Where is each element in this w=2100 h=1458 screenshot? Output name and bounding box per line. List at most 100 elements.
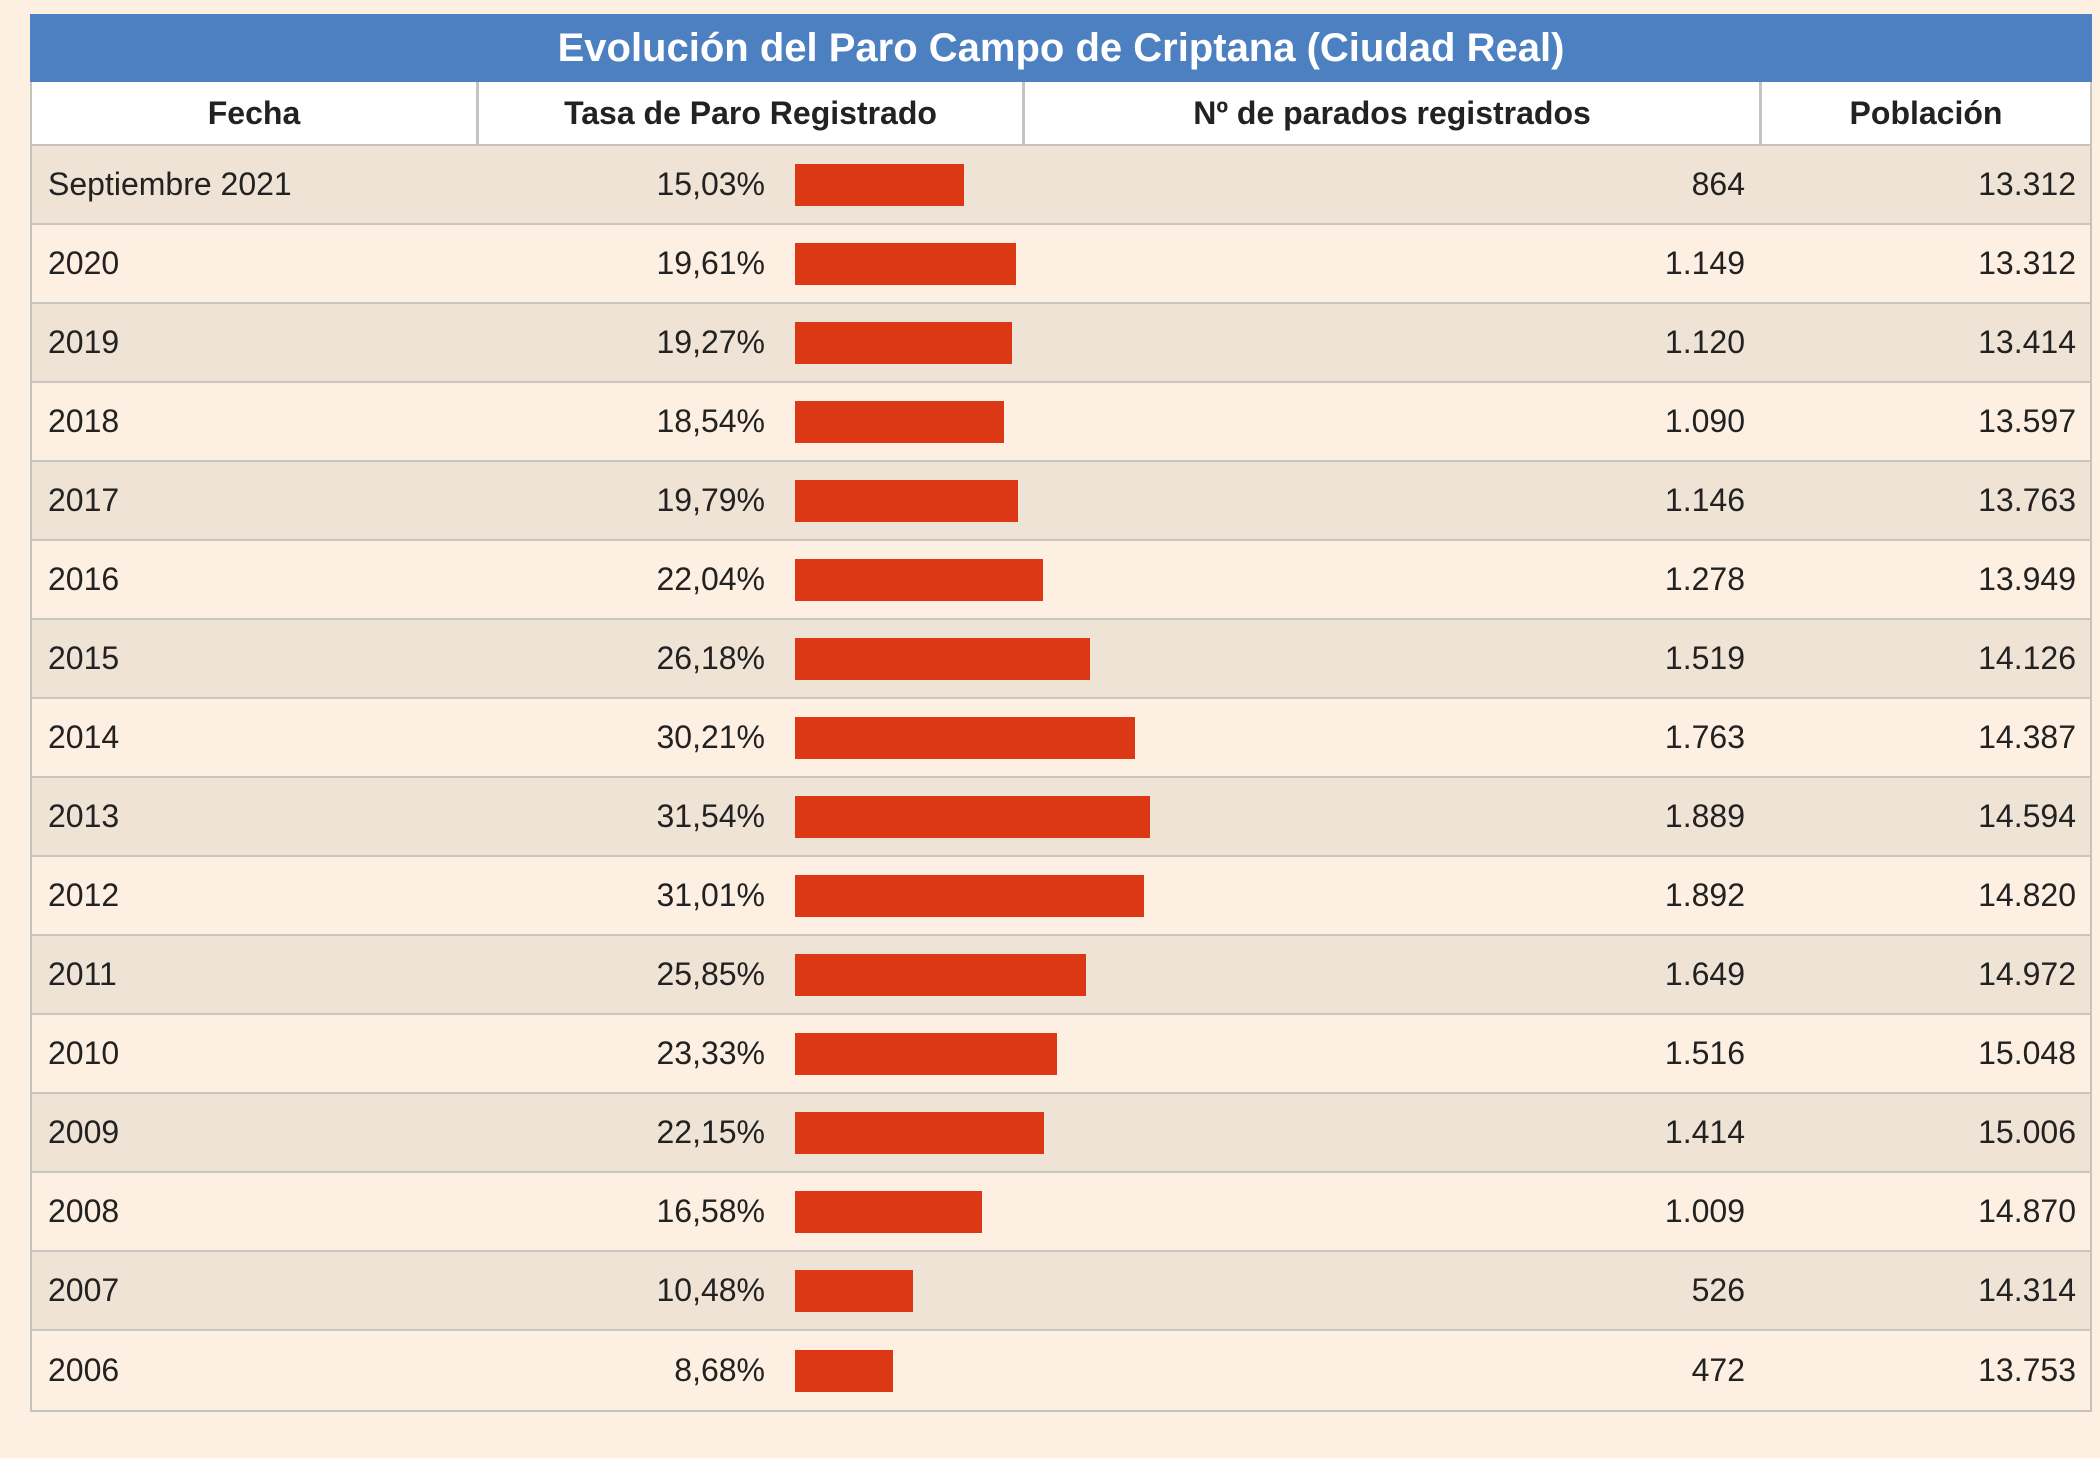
cell-poblacion: 13.312 <box>1978 245 2076 281</box>
cell-bar <box>777 936 1245 1013</box>
cell-tasa: 16,58% <box>656 1193 765 1229</box>
rate-bar <box>795 1269 913 1312</box>
cell-tasa: 19,79% <box>656 482 765 518</box>
cell-parados: 1.649 <box>1664 956 1745 992</box>
cell-tasa: 15,03% <box>656 166 765 202</box>
cell-bar <box>777 1252 1245 1329</box>
header-poblacion[interactable]: Población <box>1759 82 2090 144</box>
rate-bar <box>795 163 964 206</box>
cell-bar <box>777 1331 1245 1410</box>
cell-poblacion: 14.387 <box>1978 719 2076 755</box>
cell-parados: 1.763 <box>1664 719 1745 755</box>
cell-fecha: 2012 <box>48 877 120 913</box>
rate-bar <box>795 953 1086 996</box>
cell-parados: 1.146 <box>1664 482 1745 518</box>
cell-bar <box>777 541 1245 618</box>
rate-bar <box>795 479 1018 522</box>
cell-parados: 1.889 <box>1664 798 1745 834</box>
header-row: Fecha Tasa de Paro Registrado Nº de para… <box>32 82 2090 146</box>
cell-parados: 1.892 <box>1664 877 1745 913</box>
cell-tasa: 19,27% <box>656 324 765 360</box>
table-row: 2007 10,48% 526 14.314 <box>32 1252 2090 1331</box>
rate-bar <box>795 242 1016 285</box>
rate-bar <box>795 400 1004 443</box>
cell-tasa: 31,54% <box>656 798 765 834</box>
table-row: 2009 22,15% 1.414 15.006 <box>32 1094 2090 1173</box>
cell-fecha: 2006 <box>48 1352 120 1388</box>
table-row: Septiembre 2021 15,03% 864 13.312 <box>32 146 2090 225</box>
rate-bar <box>795 1111 1044 1154</box>
cell-parados: 1.149 <box>1664 245 1745 281</box>
cell-parados: 1.009 <box>1664 1193 1745 1229</box>
cell-fecha: 2007 <box>48 1272 120 1308</box>
cell-fecha: 2018 <box>48 403 120 439</box>
cell-poblacion: 14.314 <box>1978 1272 2076 1308</box>
cell-poblacion: 14.972 <box>1978 956 2076 992</box>
cell-tasa: 22,04% <box>656 561 765 597</box>
cell-poblacion: 14.126 <box>1978 640 2076 676</box>
cell-bar <box>777 1173 1245 1250</box>
cell-fecha: 2016 <box>48 561 120 597</box>
cell-bar <box>777 857 1245 934</box>
cell-tasa: 10,48% <box>656 1272 765 1308</box>
cell-poblacion: 13.763 <box>1978 482 2076 518</box>
cell-bar <box>777 778 1245 855</box>
cell-poblacion: 13.597 <box>1978 403 2076 439</box>
cell-bar <box>777 462 1245 539</box>
cell-poblacion: 13.949 <box>1978 561 2076 597</box>
cell-fecha: 2019 <box>48 324 120 360</box>
cell-tasa: 23,33% <box>656 1035 765 1071</box>
table-row: 2008 16,58% 1.009 14.870 <box>32 1173 2090 1252</box>
cell-poblacion: 15.048 <box>1978 1035 2076 1071</box>
cell-tasa: 22,15% <box>656 1114 765 1150</box>
cell-tasa: 26,18% <box>656 640 765 676</box>
cell-fecha: 2008 <box>48 1193 120 1229</box>
rate-bar <box>795 558 1043 601</box>
table-row: 2011 25,85% 1.649 14.972 <box>32 936 2090 1015</box>
header-tasa[interactable]: Tasa de Paro Registrado <box>476 82 1022 144</box>
cell-bar <box>777 383 1245 460</box>
table-row: 2020 19,61% 1.149 13.312 <box>32 225 2090 304</box>
cell-bar <box>777 146 1245 223</box>
cell-bar <box>777 1094 1245 1171</box>
cell-parados: 1.414 <box>1664 1114 1745 1150</box>
cell-poblacion: 14.820 <box>1978 877 2076 913</box>
rate-bar <box>795 1190 982 1233</box>
table-row: 2016 22,04% 1.278 13.949 <box>32 541 2090 620</box>
cell-parados: 526 <box>1691 1272 1745 1308</box>
cell-bar <box>777 1015 1245 1092</box>
rate-bar <box>795 874 1144 917</box>
rate-bar <box>795 716 1135 759</box>
cell-tasa: 8,68% <box>674 1352 765 1388</box>
rate-bar <box>795 1349 893 1392</box>
table-row: 2019 19,27% 1.120 13.414 <box>32 304 2090 383</box>
unemployment-table: Evolución del Paro Campo de Criptana (Ci… <box>30 14 2092 1412</box>
table-row: 2014 30,21% 1.763 14.387 <box>32 699 2090 778</box>
cell-parados: 1.090 <box>1664 403 1745 439</box>
cell-parados: 1.278 <box>1664 561 1745 597</box>
cell-parados: 864 <box>1691 166 1745 202</box>
cell-fecha: 2017 <box>48 482 120 518</box>
cell-parados: 1.120 <box>1664 324 1745 360</box>
cell-fecha: 2020 <box>48 245 120 281</box>
cell-poblacion: 13.414 <box>1978 324 2076 360</box>
cell-fecha: 2009 <box>48 1114 120 1150</box>
rate-bar <box>795 637 1090 680</box>
header-parados[interactable]: Nº de parados registrados <box>1022 82 1759 144</box>
cell-fecha: 2013 <box>48 798 120 834</box>
cell-bar <box>777 620 1245 697</box>
table-row: 2015 26,18% 1.519 14.126 <box>32 620 2090 699</box>
cell-bar <box>777 225 1245 302</box>
table-row: 2013 31,54% 1.889 14.594 <box>32 778 2090 857</box>
table-title: Evolución del Paro Campo de Criptana (Ci… <box>30 14 2092 82</box>
cell-poblacion: 13.312 <box>1978 166 2076 202</box>
table-row: 2017 19,79% 1.146 13.763 <box>32 462 2090 541</box>
rate-bar <box>795 795 1150 838</box>
cell-parados: 472 <box>1691 1352 1745 1388</box>
cell-parados: 1.516 <box>1664 1035 1745 1071</box>
table-row: 2010 23,33% 1.516 15.048 <box>32 1015 2090 1094</box>
cell-fecha: 2015 <box>48 640 120 676</box>
cell-poblacion: 14.594 <box>1978 798 2076 834</box>
header-fecha[interactable]: Fecha <box>207 94 301 131</box>
cell-tasa: 19,61% <box>656 245 765 281</box>
